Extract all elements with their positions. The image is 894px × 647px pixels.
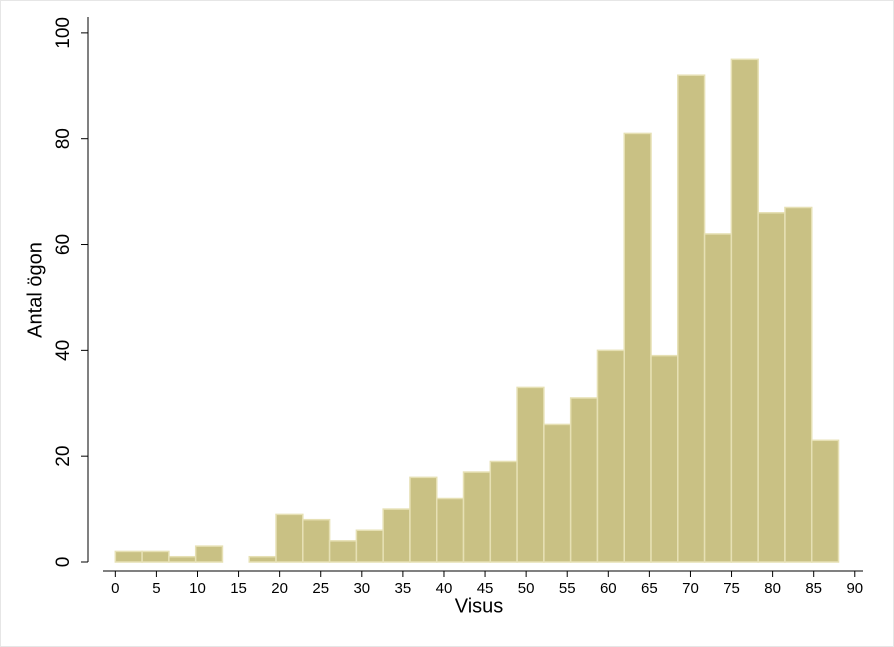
y-tick-label: 40 [53, 340, 74, 361]
x-tick-label: 30 [353, 580, 370, 597]
x-axis-label: Visus [455, 595, 504, 617]
bar [623, 132, 652, 563]
bar [168, 555, 197, 563]
bar [703, 233, 733, 563]
bar [409, 476, 438, 563]
x-tick-label: 45 [477, 580, 494, 597]
x-tick-label: 25 [312, 580, 329, 597]
x-tick-label: 75 [723, 580, 740, 597]
y-tick-label: 60 [53, 234, 74, 255]
y-tick-label: 100 [53, 17, 74, 49]
bar [543, 423, 572, 563]
y-tick-label: 0 [53, 557, 74, 568]
x-tick-label: 35 [395, 580, 412, 597]
y-tick-label: 20 [53, 446, 74, 467]
bar [194, 545, 224, 563]
bar [114, 550, 143, 563]
bar [489, 460, 518, 563]
bar [355, 529, 384, 563]
x-tick-label: 80 [764, 580, 781, 597]
bar [784, 206, 813, 563]
bar [141, 550, 170, 563]
x-tick-label: 0 [111, 580, 119, 597]
x-tick-label: 5 [152, 580, 160, 597]
bar [757, 212, 786, 563]
x-tick-label: 50 [518, 580, 535, 597]
x-tick-label: 15 [230, 580, 247, 597]
bar [516, 386, 545, 563]
x-tick-label: 20 [271, 580, 288, 597]
x-tick-label: 90 [846, 580, 863, 597]
bar [462, 471, 492, 563]
bar [328, 540, 358, 563]
x-tick-label: 55 [559, 580, 576, 597]
bar [435, 497, 465, 563]
x-tick-label: 60 [600, 580, 617, 597]
bar [382, 508, 411, 563]
bar [248, 555, 277, 563]
x-tick-label: 85 [805, 580, 822, 597]
bar [677, 74, 706, 563]
bar [810, 439, 840, 563]
x-tick-label: 70 [682, 580, 699, 597]
bar [596, 349, 625, 563]
y-tick-label: 80 [53, 128, 74, 149]
x-tick-label: 10 [189, 580, 206, 597]
bar [650, 354, 679, 563]
bar [569, 397, 599, 563]
x-tick-label: 65 [641, 580, 658, 597]
x-tick-label: 40 [436, 580, 453, 597]
y-axis-label: Antal ögon [24, 242, 46, 338]
bar [302, 518, 331, 563]
bar [275, 513, 304, 563]
bar [730, 58, 759, 563]
